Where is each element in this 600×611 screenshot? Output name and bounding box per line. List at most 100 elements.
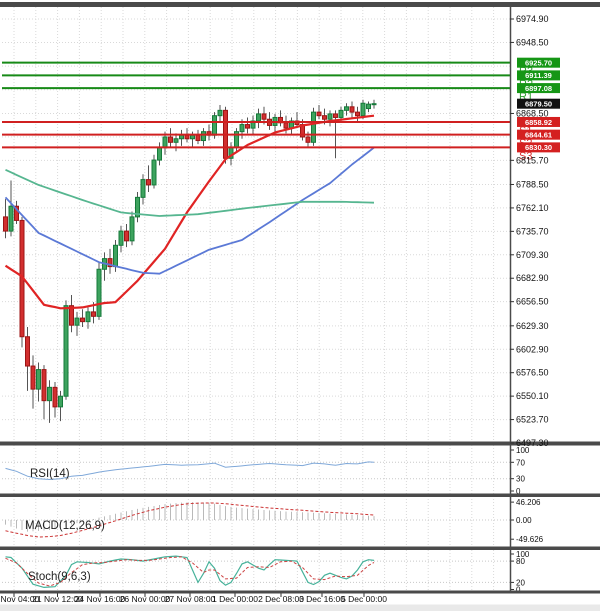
candle-down [355, 111, 360, 117]
macd-panel: 46.206 0.00 -49.626 [2, 498, 544, 544]
candle-up [36, 369, 41, 390]
price-tag-R3-text: 6925.70 [525, 58, 552, 67]
candle-up [371, 103, 377, 106]
candle-down [261, 113, 267, 120]
candle-up [311, 111, 316, 143]
price-tick-label: 6735.70 [516, 226, 549, 236]
candle-down [305, 136, 311, 143]
candle-up [190, 134, 195, 140]
time-axis-label: 3 Dec 16:00 [299, 594, 345, 604]
grid [2, 7, 510, 592]
time-axis-label: 20 Nov 04:00 [0, 594, 40, 604]
candle-down [322, 115, 327, 120]
rsi-label: RSI(14) [30, 468, 70, 480]
candle-up [157, 147, 162, 161]
candle-down [349, 106, 355, 113]
price-tick-label: 6550.10 [516, 391, 549, 401]
price-tag-R1-text: 6897.08 [525, 84, 552, 93]
price-tag-S3 [517, 142, 560, 153]
candle-up [135, 196, 140, 218]
candle-down [52, 386, 58, 408]
stoch-label: Stoch(9,6,3) [28, 571, 91, 583]
candle-down [168, 136, 173, 143]
time-axis-label: 21 Nov 12:00 [32, 594, 83, 604]
macd-tick-label: 0.00 [516, 516, 532, 525]
price-axis: 6925.70 6911.39 6897.08 6858.92 6844.61 6830.… [510, 14, 560, 448]
price-tick-label: 6788.50 [516, 179, 549, 189]
candle-up [63, 305, 69, 397]
candle-up [173, 138, 179, 143]
price-tag-S1-text: 6858.92 [525, 118, 552, 127]
candle-down [333, 113, 338, 118]
price-tag-R3 [517, 57, 560, 68]
candle-down [30, 365, 36, 390]
price-tick-label: 6629.30 [516, 321, 549, 331]
candle-down [245, 124, 250, 129]
candle-up [360, 102, 366, 117]
candle-up [118, 230, 124, 246]
rsi-tick-label: 0 [516, 487, 521, 496]
price-tick-label: 6602.90 [516, 344, 549, 354]
price-tag-S3-text: 6830.30 [525, 143, 552, 152]
price-tag-R2-text: 6911.39 [525, 71, 552, 80]
candle-up [327, 113, 333, 120]
macd-tick-label: 46.206 [516, 498, 541, 507]
candle-up [201, 131, 206, 142]
candle-down [25, 336, 30, 367]
price-tick-label: 6868.50 [516, 108, 549, 118]
candle-down [316, 111, 322, 117]
candle-up [212, 115, 217, 136]
candle-down [91, 311, 96, 317]
candlesticks [3, 102, 377, 408]
price-tag-S2-text: 6844.61 [525, 130, 552, 139]
price-tick-label: 6682.90 [516, 273, 549, 283]
price-tick-label: 6656.50 [516, 297, 549, 307]
rsi-panel: 100 70 30 0 [2, 446, 530, 496]
price-tick-label: 6948.50 [516, 37, 549, 47]
price-tick-label: 6762.10 [516, 203, 549, 213]
candle-up [85, 311, 91, 323]
price-tag-R1 [517, 83, 560, 94]
time-axis-label: 26 Nov 00:00 [120, 594, 171, 604]
candle-down [195, 134, 201, 142]
candle-up [344, 106, 349, 111]
candle-down [124, 230, 129, 242]
price-tick-label: 6815.70 [516, 155, 549, 165]
candle-down [3, 216, 8, 232]
candle-down [146, 179, 151, 186]
candle-down [41, 369, 47, 402]
ma-mid-blue [4, 146, 375, 275]
stoch-tick-label: 0 [516, 586, 521, 595]
candle-up [140, 179, 146, 198]
candle-up [96, 268, 102, 317]
candle-up [217, 109, 223, 117]
time-axis-label: 27 Nov 08:00 [165, 594, 216, 604]
time-axis-label: 1 Dec 00:00 [212, 594, 258, 604]
stoch-tick-label: 100 [516, 550, 530, 559]
candle-up [151, 159, 157, 186]
current-price-tag-text: 6879.50 [525, 99, 552, 108]
stoch-k-line [5, 555, 375, 589]
price-panel [3, 99, 377, 423]
candle-down [107, 258, 113, 268]
candle-up [162, 136, 168, 149]
ma-fast-red [4, 114, 375, 310]
support-label-S3: S3 [519, 150, 532, 162]
price-tick-label: 6523.70 [516, 415, 549, 425]
macd-signal-line [5, 502, 375, 538]
price-tag-R2 [517, 70, 560, 81]
candle-up [8, 205, 14, 232]
current-price-tag [517, 98, 560, 109]
ma-slow-green [5, 168, 375, 217]
price-tick-label: 6497.30 [516, 438, 549, 448]
price-tick-label: 6709.30 [516, 250, 549, 260]
stoch-tick-label: 80 [516, 557, 525, 566]
candle-up [113, 244, 118, 268]
candle-up [74, 317, 80, 326]
price-tick-label: 6576.50 [516, 368, 549, 378]
macd-label: MACD(12,26,9) [25, 520, 105, 532]
rsi-tick-label: 30 [516, 475, 525, 484]
